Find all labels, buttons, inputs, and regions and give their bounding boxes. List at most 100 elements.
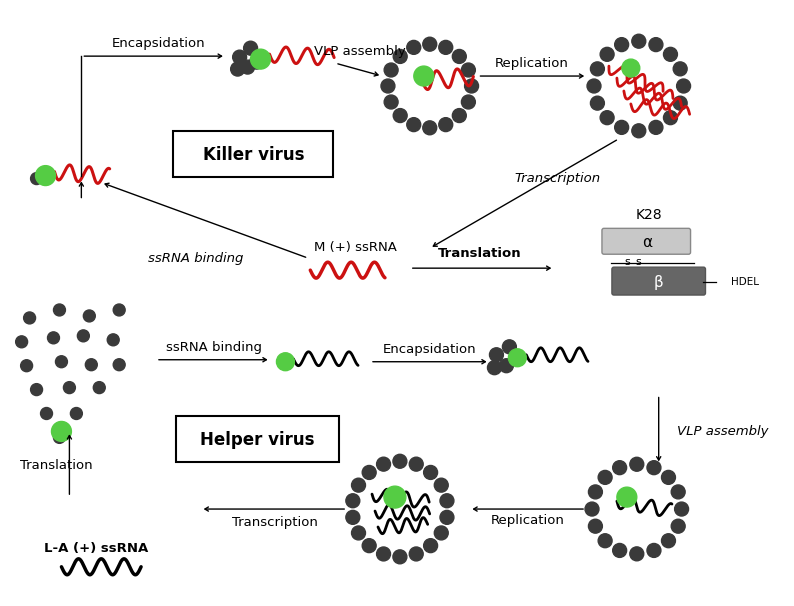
Circle shape [77,330,89,342]
Circle shape [407,118,421,132]
Circle shape [352,478,365,492]
Circle shape [598,470,612,484]
FancyBboxPatch shape [612,267,706,295]
Circle shape [376,457,391,471]
Circle shape [613,461,626,474]
Circle shape [393,550,407,564]
Circle shape [21,360,33,371]
Circle shape [661,534,676,548]
Circle shape [71,407,83,419]
Circle shape [31,173,43,185]
Circle shape [461,63,476,77]
Circle shape [673,62,687,76]
Circle shape [83,310,95,322]
Circle shape [439,41,453,55]
Circle shape [241,60,255,74]
Text: ssRNA binding: ssRNA binding [148,251,244,265]
Circle shape [499,359,514,373]
Circle shape [591,96,604,110]
Circle shape [649,121,663,135]
Text: Translation: Translation [437,247,522,260]
Circle shape [440,494,454,508]
Circle shape [393,108,407,122]
FancyBboxPatch shape [173,131,333,176]
Circle shape [407,41,421,55]
Circle shape [632,124,646,138]
Circle shape [422,37,437,51]
Circle shape [664,111,677,125]
Circle shape [649,38,663,52]
Circle shape [24,312,36,324]
Circle shape [617,487,637,507]
Circle shape [600,111,614,125]
Circle shape [508,349,526,367]
Circle shape [671,485,685,499]
Circle shape [346,494,360,508]
Circle shape [231,62,245,76]
Text: s: s [624,257,630,267]
Circle shape [249,55,264,69]
Circle shape [107,334,119,346]
Circle shape [16,336,28,348]
Circle shape [376,547,391,561]
Circle shape [64,382,75,393]
Circle shape [615,121,629,135]
Circle shape [56,356,67,368]
FancyBboxPatch shape [176,416,339,462]
Circle shape [251,49,271,69]
Text: L-A (+) ssRNA: L-A (+) ssRNA [44,542,148,555]
Circle shape [94,382,106,393]
Text: Replication: Replication [491,514,565,527]
Text: Transcription: Transcription [232,516,318,530]
Text: s: s [636,257,642,267]
Circle shape [598,534,612,548]
Circle shape [233,50,247,64]
Circle shape [600,47,614,61]
Text: HDEL: HDEL [731,277,759,287]
Circle shape [244,41,257,55]
Circle shape [464,79,479,93]
Circle shape [393,50,407,64]
Circle shape [409,547,423,561]
Circle shape [675,502,688,516]
Circle shape [362,539,376,553]
Circle shape [503,340,516,354]
Circle shape [422,121,437,135]
Circle shape [393,454,407,468]
Text: Translation: Translation [20,459,93,471]
Circle shape [622,59,640,77]
Circle shape [384,486,406,508]
Circle shape [52,421,71,441]
Text: Encapsidation: Encapsidation [383,343,476,356]
Text: Encapsidation: Encapsidation [112,37,206,50]
Circle shape [453,108,466,122]
FancyBboxPatch shape [602,228,691,255]
Circle shape [409,457,423,471]
Circle shape [615,38,629,52]
Circle shape [588,519,603,533]
Circle shape [440,510,454,524]
Circle shape [85,359,98,371]
Circle shape [381,79,395,93]
Circle shape [434,478,449,492]
Circle shape [384,63,398,77]
Text: ssRNA binding: ssRNA binding [166,341,262,355]
Circle shape [676,79,691,93]
Circle shape [671,519,685,533]
Text: M (+) ssRNA: M (+) ssRNA [314,241,396,254]
Circle shape [664,47,677,61]
Circle shape [434,526,449,540]
Text: Helper virus: Helper virus [200,431,314,450]
Circle shape [453,50,466,64]
Circle shape [424,539,437,553]
Circle shape [591,62,604,76]
Circle shape [40,407,52,419]
Circle shape [647,461,661,474]
Circle shape [585,502,599,516]
Text: VLP assembly: VLP assembly [314,45,406,58]
Text: Transcription: Transcription [514,172,600,185]
Circle shape [414,66,434,86]
Circle shape [346,510,360,524]
Circle shape [661,470,676,484]
Circle shape [488,361,502,375]
